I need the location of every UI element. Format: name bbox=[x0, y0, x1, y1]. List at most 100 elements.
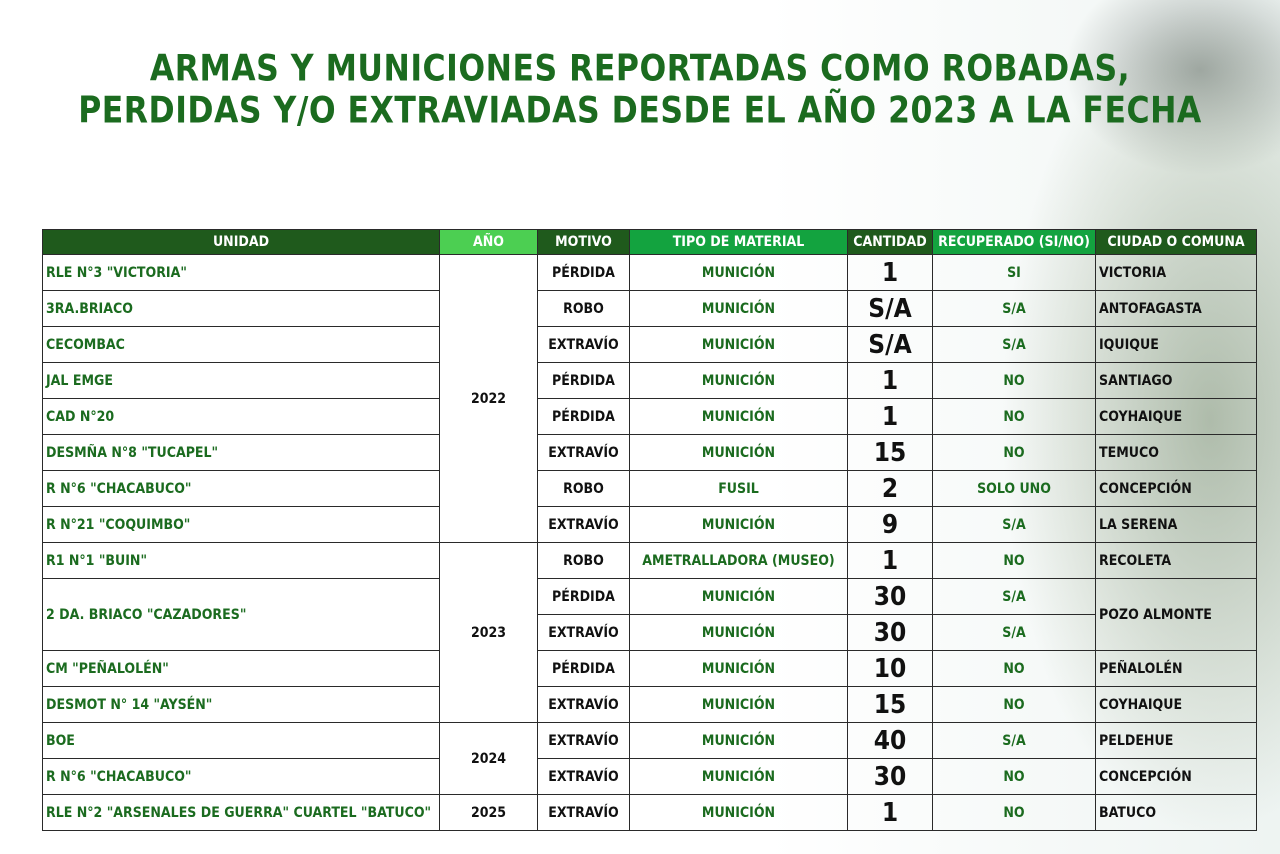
cell-motivo: PÉRDIDA bbox=[537, 650, 630, 687]
cell-unidad: CECOMBAC bbox=[42, 326, 440, 363]
cell-material: FUSIL bbox=[629, 470, 848, 507]
cell-material: MUNICIÓN bbox=[629, 794, 848, 831]
cell-motivo: EXTRAVÍO bbox=[537, 434, 630, 471]
cell-ciudad: PEÑALOLÉN bbox=[1095, 650, 1257, 687]
cell-cantidad: 15 bbox=[847, 434, 933, 471]
header-anio: AÑO bbox=[439, 229, 538, 255]
cell-cantidad: 30 bbox=[847, 614, 933, 651]
cell-cantidad: S/A bbox=[847, 290, 933, 327]
cell-cantidad: 30 bbox=[847, 578, 933, 615]
incidents-table: UNIDAD AÑO MOTIVO TIPO DE MATERIAL CANTI… bbox=[42, 229, 1257, 831]
cell-anio: 2025 bbox=[439, 794, 538, 831]
cell-unidad: 2 DA. BRIACO "CAZADORES" bbox=[42, 578, 440, 651]
cell-ciudad: LA SERENA bbox=[1095, 506, 1257, 543]
cell-unidad: R N°21 "COQUIMBO" bbox=[42, 506, 440, 543]
table-row: CECOMBAC EXTRAVÍO MUNICIÓN S/A S/A IQUIQ… bbox=[42, 326, 1257, 363]
table-row: R N°6 "CHACABUCO" EXTRAVÍO MUNICIÓN 30 N… bbox=[42, 758, 1257, 795]
cell-motivo: PÉRDIDA bbox=[537, 398, 630, 435]
cell-motivo: EXTRAVÍO bbox=[537, 614, 630, 651]
table-row: R N°21 "COQUIMBO" EXTRAVÍO MUNICIÓN 9 S/… bbox=[42, 506, 1257, 543]
cell-unidad: R N°6 "CHACABUCO" bbox=[42, 758, 440, 795]
header-ciudad: CIUDAD O COMUNA bbox=[1095, 229, 1257, 255]
cell-material: MUNICIÓN bbox=[629, 506, 848, 543]
cell-motivo: EXTRAVÍO bbox=[537, 794, 630, 831]
cell-material: MUNICIÓN bbox=[629, 326, 848, 363]
cell-recuperado: SI bbox=[932, 254, 1096, 291]
cell-ciudad: POZO ALMONTE bbox=[1095, 578, 1257, 651]
cell-motivo: PÉRDIDA bbox=[537, 254, 630, 291]
cell-motivo: ROBO bbox=[537, 470, 630, 507]
page-title: ARMAS Y MUNICIONES REPORTADAS COMO ROBAD… bbox=[0, 48, 1280, 132]
cell-unidad: 3RA.BRIACO bbox=[42, 290, 440, 327]
header-unidad: UNIDAD bbox=[42, 229, 440, 255]
cell-motivo: EXTRAVÍO bbox=[537, 506, 630, 543]
cell-recuperado: NO bbox=[932, 650, 1096, 687]
cell-motivo: EXTRAVÍO bbox=[537, 326, 630, 363]
table-row: DESMÑA N°8 "TUCAPEL" EXTRAVÍO MUNICIÓN 1… bbox=[42, 434, 1257, 471]
header-recuperado: RECUPERADO (SI/NO) bbox=[932, 229, 1096, 255]
cell-unidad: DESMÑA N°8 "TUCAPEL" bbox=[42, 434, 440, 471]
cell-motivo: PÉRDIDA bbox=[537, 578, 630, 615]
cell-material: MUNICIÓN bbox=[629, 686, 848, 723]
cell-recuperado: S/A bbox=[932, 326, 1096, 363]
cell-material: MUNICIÓN bbox=[629, 362, 848, 399]
cell-motivo: EXTRAVÍO bbox=[537, 722, 630, 759]
cell-cantidad: 1 bbox=[847, 398, 933, 435]
cell-unidad: DESMOT N° 14 "AYSÉN" bbox=[42, 686, 440, 723]
cell-ciudad: CONCEPCIÓN bbox=[1095, 470, 1257, 507]
table-header-row: UNIDAD AÑO MOTIVO TIPO DE MATERIAL CANTI… bbox=[42, 229, 1257, 255]
cell-cantidad: 1 bbox=[847, 254, 933, 291]
table-row: JAL EMGE PÉRDIDA MUNICIÓN 1 NO SANTIAGO bbox=[42, 362, 1257, 399]
cell-unidad: BOE bbox=[42, 722, 440, 759]
cell-motivo: ROBO bbox=[537, 542, 630, 579]
table-row: 2 DA. BRIACO "CAZADORES" PÉRDIDA MUNICIÓ… bbox=[42, 578, 1257, 651]
cell-ciudad: PELDEHUE bbox=[1095, 722, 1257, 759]
cell-ciudad: COYHAIQUE bbox=[1095, 398, 1257, 435]
cell-recuperado: NO bbox=[932, 434, 1096, 471]
header-motivo: MOTIVO bbox=[537, 229, 630, 255]
cell-cantidad: 15 bbox=[847, 686, 933, 723]
cell-material: MUNICIÓN bbox=[629, 434, 848, 471]
table-row: CAD N°20 PÉRDIDA MUNICIÓN 1 NO COYHAIQUE bbox=[42, 398, 1257, 435]
cell-material: MUNICIÓN bbox=[629, 650, 848, 687]
cell-material: MUNICIÓN bbox=[629, 758, 848, 795]
cell-cantidad: 30 bbox=[847, 758, 933, 795]
header-tipo-material: TIPO DE MATERIAL bbox=[629, 229, 848, 255]
table-row: RLE N°3 "VICTORIA" 2022 PÉRDIDA MUNICIÓN… bbox=[42, 254, 1257, 543]
cell-ciudad: CONCEPCIÓN bbox=[1095, 758, 1257, 795]
table-row: DESMOT N° 14 "AYSÉN" EXTRAVÍO MUNICIÓN 1… bbox=[42, 686, 1257, 723]
cell-material: MUNICIÓN bbox=[629, 722, 848, 759]
cell-cantidad: 10 bbox=[847, 650, 933, 687]
table-row: R1 N°1 "BUIN" 2023 ROBO AMETRALLADORA (M… bbox=[42, 542, 1257, 723]
cell-ciudad: RECOLETA bbox=[1095, 542, 1257, 579]
cell-motivo: EXTRAVÍO bbox=[537, 758, 630, 795]
table-row: CM "PEÑALOLÉN" PÉRDIDA MUNICIÓN 10 NO PE… bbox=[42, 650, 1257, 687]
cell-recuperado: SOLO UNO bbox=[932, 470, 1096, 507]
cell-ciudad: VICTORIA bbox=[1095, 254, 1257, 291]
cell-ciudad: ANTOFAGASTA bbox=[1095, 290, 1257, 327]
cell-recuperado: NO bbox=[932, 794, 1096, 831]
cell-unidad: JAL EMGE bbox=[42, 362, 440, 399]
cell-recuperado: NO bbox=[932, 542, 1096, 579]
cell-unidad: CAD N°20 bbox=[42, 398, 440, 435]
cell-ciudad: TEMUCO bbox=[1095, 434, 1257, 471]
cell-motivo: PÉRDIDA bbox=[537, 362, 630, 399]
cell-cantidad: 1 bbox=[847, 542, 933, 579]
cell-anio: 2023 bbox=[439, 542, 538, 723]
cell-material: MUNICIÓN bbox=[629, 254, 848, 291]
cell-anio: 2024 bbox=[439, 722, 538, 795]
cell-cantidad: 1 bbox=[847, 794, 933, 831]
cell-recuperado: S/A bbox=[932, 578, 1096, 615]
cell-recuperado: NO bbox=[932, 758, 1096, 795]
cell-recuperado: S/A bbox=[932, 614, 1096, 651]
cell-material: MUNICIÓN bbox=[629, 290, 848, 327]
cell-recuperado: NO bbox=[932, 686, 1096, 723]
cell-recuperado: S/A bbox=[932, 722, 1096, 759]
cell-material: AMETRALLADORA (MUSEO) bbox=[629, 542, 848, 579]
cell-ciudad: BATUCO bbox=[1095, 794, 1257, 831]
table-row: R N°6 "CHACABUCO" ROBO FUSIL 2 SOLO UNO … bbox=[42, 470, 1257, 507]
cell-ciudad: IQUIQUE bbox=[1095, 326, 1257, 363]
cell-ciudad: COYHAIQUE bbox=[1095, 686, 1257, 723]
title-line-1: ARMAS Y MUNICIONES REPORTADAS COMO ROBAD… bbox=[149, 48, 1131, 90]
cell-cantidad: 9 bbox=[847, 506, 933, 543]
